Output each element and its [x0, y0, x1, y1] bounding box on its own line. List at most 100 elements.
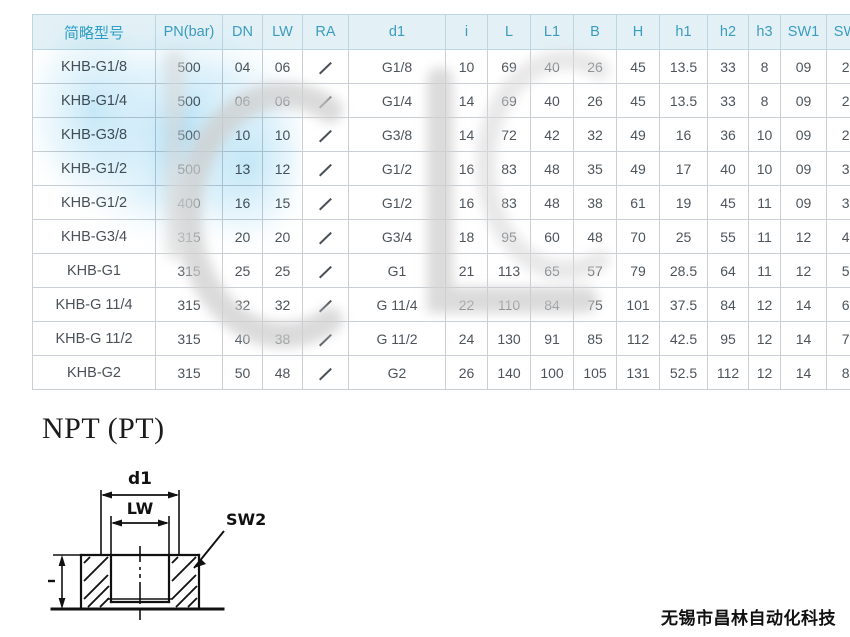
cell-L: 69: [487, 49, 531, 84]
cell-d1: G1/8: [348, 49, 446, 84]
cell-sw1: 12: [780, 219, 827, 254]
cell-B: 38: [573, 185, 617, 220]
cell-sw2: 60: [826, 287, 850, 322]
cell-ra-slash-icon: [302, 287, 349, 322]
cell-dn: 06: [222, 83, 263, 118]
cell-h2: 95: [707, 321, 749, 356]
cell-pn: 500: [155, 83, 223, 118]
cell-dn: 10: [222, 117, 263, 152]
cell-h1: 17: [659, 151, 708, 186]
cell-H: 131: [616, 355, 660, 390]
technical-drawing: d1 LW SW2: [48, 469, 266, 620]
cell-ra-slash-icon: [302, 151, 349, 186]
cell-h2: 33: [707, 49, 749, 84]
cell-L: 95: [487, 219, 531, 254]
cell-lw: 48: [262, 355, 303, 390]
cell-i: 10: [445, 49, 488, 84]
cell-h1: 19: [659, 185, 708, 220]
cell-h2: 55: [707, 219, 749, 254]
slash-icon: [319, 231, 332, 244]
cell-h2: 40: [707, 151, 749, 186]
spec-table-container: 简略型号 PN(bar) DN LW RA d1 i L L1 B H h1 h…: [32, 14, 850, 390]
cell-sw2: 27: [826, 117, 850, 152]
cell-i: 22: [445, 287, 488, 322]
cell-h2: 36: [707, 117, 749, 152]
col-header-l: L: [487, 14, 531, 50]
col-header-i: i: [445, 14, 488, 50]
cell-B: 35: [573, 151, 617, 186]
cell-H: 49: [616, 151, 660, 186]
table-row: KHB-G2 315 50 48 G2 26 140 100 105 131 52.5 112 12 14…: [32, 355, 850, 390]
table-row: KHB-G 11/2 315 40 38 G 11/2 24 130 91 85 112 42.5 9…: [32, 321, 850, 356]
cell-L1: 40: [530, 49, 574, 84]
cell-sw1: 09: [780, 151, 827, 186]
cell-L: 83: [487, 151, 531, 186]
cell-dn: 16: [222, 185, 263, 220]
cell-L: 83: [487, 185, 531, 220]
cell-L: 140: [487, 355, 531, 390]
cell-d1: G3/8: [348, 117, 446, 152]
cell-d1: G2: [348, 355, 446, 390]
cell-dn: 13: [222, 151, 263, 186]
cell-i: 14: [445, 83, 488, 118]
cell-sw2: 80: [826, 355, 850, 390]
cell-h3: 10: [748, 151, 781, 186]
label-sw2: SW2: [226, 510, 266, 529]
cell-L: 110: [487, 287, 531, 322]
cell-h2: 64: [707, 253, 749, 288]
cell-L: 69: [487, 83, 531, 118]
cell-i: 18: [445, 219, 488, 254]
cell-i: 21: [445, 253, 488, 288]
cell-L1: 48: [530, 185, 574, 220]
cell-H: 61: [616, 185, 660, 220]
cell-pn: 315: [155, 219, 223, 254]
slash-icon: [319, 95, 332, 108]
col-header-l1: L1: [530, 14, 574, 50]
cell-L1: 91: [530, 321, 574, 356]
cell-lw: 20: [262, 219, 303, 254]
cell-lw: 10: [262, 117, 303, 152]
cell-H: 79: [616, 253, 660, 288]
col-header-h: H: [616, 14, 660, 50]
cell-h3: 8: [748, 83, 781, 118]
slash-icon: [319, 163, 332, 176]
cell-L1: 84: [530, 287, 574, 322]
cell-L: 72: [487, 117, 531, 152]
cell-sw1: 14: [780, 321, 827, 356]
cell-h2: 33: [707, 83, 749, 118]
cell-pn: 315: [155, 355, 223, 390]
cell-h1: 13.5: [659, 83, 708, 118]
slash-icon: [319, 61, 332, 74]
cell-L: 113: [487, 253, 531, 288]
cell-h3: 12: [748, 355, 781, 390]
cell-lw: 12: [262, 151, 303, 186]
cell-L1: 65: [530, 253, 574, 288]
cell-h1: 13.5: [659, 49, 708, 84]
col-header-d1: d1: [348, 14, 446, 50]
cell-H: 45: [616, 83, 660, 118]
cell-dn: 40: [222, 321, 263, 356]
cell-B: 48: [573, 219, 617, 254]
col-header-b: B: [573, 14, 617, 50]
cell-d1: G1/2: [348, 185, 446, 220]
slash-icon: [319, 265, 332, 278]
cell-model: KHB-G1: [32, 253, 156, 288]
cell-B: 26: [573, 83, 617, 118]
slash-icon: [319, 197, 332, 210]
col-header-h1: h1: [659, 14, 708, 50]
cell-B: 57: [573, 253, 617, 288]
cell-sw1: 09: [780, 117, 827, 152]
cell-H: 112: [616, 321, 660, 356]
cell-L1: 48: [530, 151, 574, 186]
cell-h3: 8: [748, 49, 781, 84]
cell-B: 105: [573, 355, 617, 390]
footer-brand: 无锡市昌林自动化科技: [661, 609, 836, 629]
cell-d1: G1/4: [348, 83, 446, 118]
cell-pn: 315: [155, 253, 223, 288]
spec-table-head: 简略型号 PN(bar) DN LW RA d1 i L L1 B H h1 h…: [32, 14, 850, 50]
